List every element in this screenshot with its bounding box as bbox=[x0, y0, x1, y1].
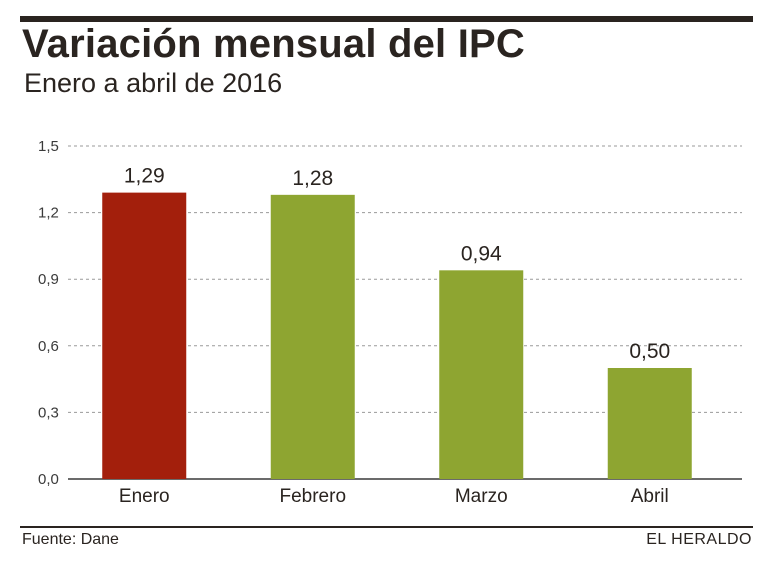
y-tick-label: 0,0 bbox=[38, 471, 59, 488]
y-tick-label: 0,3 bbox=[38, 404, 59, 421]
data-label: 0,50 bbox=[629, 340, 670, 363]
bar-enero bbox=[102, 192, 187, 479]
x-tick-label: Enero bbox=[119, 486, 170, 507]
data-label: 1,28 bbox=[292, 167, 333, 190]
y-tick-label: 1,5 bbox=[38, 138, 59, 155]
x-tick-label: Abril bbox=[631, 486, 669, 507]
bar-febrero bbox=[270, 194, 355, 479]
chart-title: Variación mensual del IPC bbox=[22, 22, 525, 66]
x-tick-label: Marzo bbox=[455, 486, 508, 507]
bar-marzo bbox=[439, 270, 524, 479]
x-tick-label: Febrero bbox=[279, 486, 346, 507]
chart-subtitle: Enero a abril de 2016 bbox=[24, 68, 283, 98]
source-note: Fuente: Dane bbox=[22, 531, 119, 548]
bar-chart: 0,0 0,3 0,6 0,9 1,2 1,5 1,29 Enero 1,28 Febrero 0,… bbox=[38, 138, 742, 507]
brand-name: EL HERALDO bbox=[646, 531, 752, 548]
y-tick-label: 0,6 bbox=[38, 338, 59, 355]
y-tick-label: 0,9 bbox=[38, 271, 59, 288]
bar-abril bbox=[607, 368, 692, 479]
y-tick-label: 1,2 bbox=[38, 205, 59, 222]
bottom-rule bbox=[20, 526, 753, 528]
data-label: 1,29 bbox=[124, 165, 165, 188]
top-rule bbox=[20, 16, 753, 22]
data-label: 0,94 bbox=[461, 242, 502, 265]
